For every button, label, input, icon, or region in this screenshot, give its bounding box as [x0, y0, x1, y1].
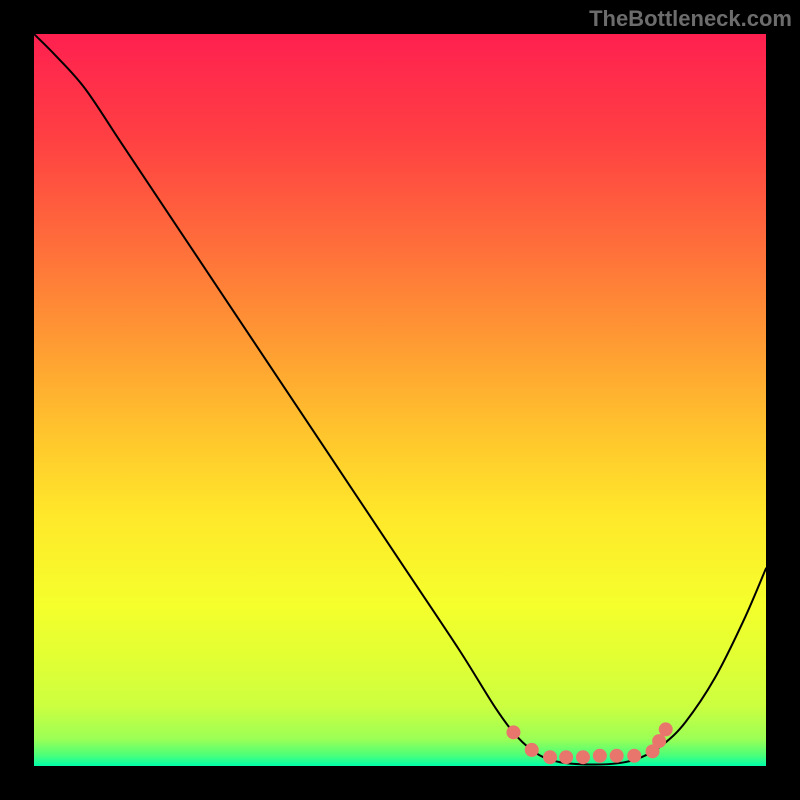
marker-dot — [652, 734, 666, 748]
plot-area — [34, 34, 766, 766]
watermark-label: TheBottleneck.com — [589, 6, 792, 32]
marker-dot — [593, 749, 607, 763]
bottleneck-chart: TheBottleneck.com — [0, 0, 800, 800]
marker-dot — [525, 743, 539, 757]
marker-dot — [627, 749, 641, 763]
marker-dot — [576, 750, 590, 764]
optimal-range-markers — [34, 34, 766, 766]
marker-dot — [543, 750, 557, 764]
marker-dot — [559, 750, 573, 764]
marker-dot — [506, 725, 520, 739]
marker-dot — [610, 749, 624, 763]
marker-dot — [659, 722, 673, 736]
